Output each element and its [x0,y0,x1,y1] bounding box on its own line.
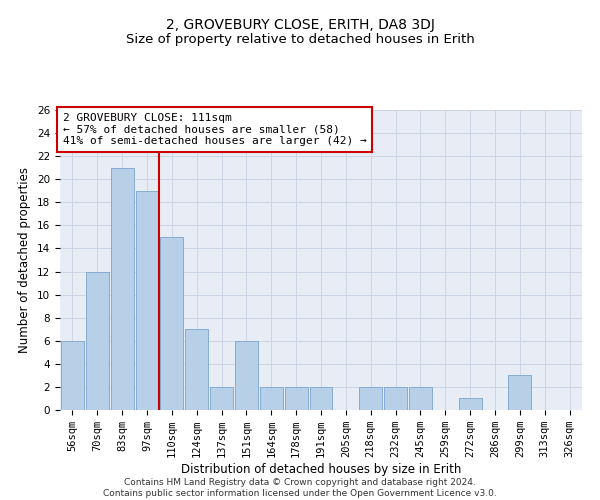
Bar [310,387,332,410]
Bar [508,376,531,410]
X-axis label: Distribution of detached houses by size in Erith: Distribution of detached houses by size … [181,463,461,476]
Text: 2 GROVEBURY CLOSE: 111sqm
← 57% of detached houses are smaller (58)
41% of semi-: 2 GROVEBURY CLOSE: 111sqm ← 57% of detac… [63,113,367,146]
Bar [185,329,208,410]
Bar [210,387,233,410]
Bar [359,387,382,410]
Bar [160,237,183,410]
Bar [235,341,258,410]
Bar [384,387,407,410]
Text: Contains HM Land Registry data © Crown copyright and database right 2024.
Contai: Contains HM Land Registry data © Crown c… [103,478,497,498]
Bar [409,387,432,410]
Bar [86,272,109,410]
Bar [136,191,158,410]
Bar [459,398,482,410]
Text: Size of property relative to detached houses in Erith: Size of property relative to detached ho… [125,32,475,46]
Bar [61,341,84,410]
Text: 2, GROVEBURY CLOSE, ERITH, DA8 3DJ: 2, GROVEBURY CLOSE, ERITH, DA8 3DJ [166,18,434,32]
Bar [260,387,283,410]
Bar [111,168,134,410]
Y-axis label: Number of detached properties: Number of detached properties [19,167,31,353]
Bar [285,387,308,410]
